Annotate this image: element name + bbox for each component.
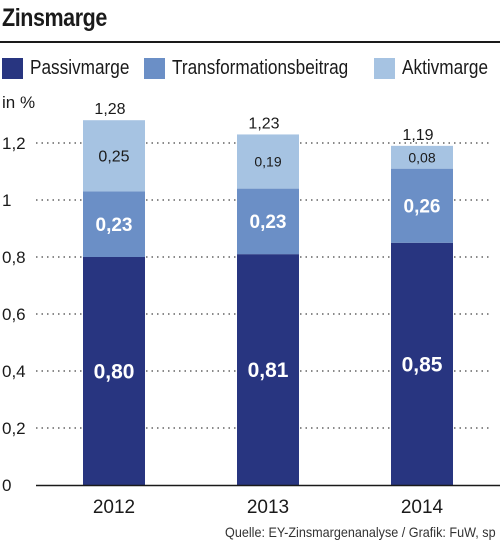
- bar-value-label: 0,25: [98, 149, 129, 166]
- bar-segment-passivmarge-2014: [391, 242, 453, 485]
- y-tick-label: 0,2: [2, 419, 26, 438]
- bar-total-label: 1,23: [248, 115, 279, 132]
- source-note: Quelle: EY-Zinsmargenanalyse / Grafik: F…: [225, 524, 496, 540]
- bar-segment-passivmarge-2013: [237, 254, 299, 485]
- bar-value-label: 0,23: [250, 212, 287, 233]
- x-tick-label: 2014: [401, 497, 444, 518]
- bar-value-label: 0,80: [94, 361, 135, 384]
- legend-item-aktivmarge: Aktivmarge: [374, 53, 500, 83]
- y-tick-label: 0,8: [2, 248, 26, 267]
- legend-item-passivmarge: Passivmarge: [2, 53, 146, 83]
- y-tick-label: 0: [2, 476, 11, 495]
- legend-swatch-transformationsbeitrag: [144, 57, 165, 79]
- bar-value-label: 0,08: [408, 149, 435, 165]
- legend-label-aktivmarge: Aktivmarge: [402, 56, 489, 79]
- legend-label-passivmarge: Passivmarge: [30, 56, 130, 79]
- legend-swatch-aktivmarge: [374, 57, 395, 79]
- legend-label-transformationsbeitrag: Transformationsbeitrag: [172, 56, 349, 79]
- x-tick-label: 2012: [93, 497, 135, 518]
- y-tick-label: 0,4: [2, 362, 26, 381]
- legend-item-transformationsbeitrag: Transformationsbeitrag: [144, 53, 377, 83]
- bar-value-label: 0,19: [254, 154, 281, 170]
- bar-segment-aktivmarge-2014: [391, 145, 453, 169]
- y-tick-label: 0,6: [2, 305, 26, 324]
- bar-segment-transformationsbeitrag-2014: [391, 168, 453, 243]
- bar-segment-transformationsbeitrag-2012: [83, 191, 145, 257]
- bar-total-label: 1,28: [94, 101, 125, 118]
- x-tick-label: 2013: [247, 497, 289, 518]
- bar-total-label: 1,19: [402, 127, 433, 144]
- y-axis-unit-label: in %: [2, 93, 35, 112]
- legend-swatch-passivmarge: [2, 57, 23, 79]
- bar-segment-aktivmarge-2013: [237, 134, 299, 189]
- bar-value-label: 0,26: [404, 197, 441, 218]
- title-divider: [0, 41, 500, 43]
- bar-value-label: 0,23: [96, 215, 133, 236]
- y-tick-label: 1,2: [2, 134, 26, 153]
- bar-value-label: 0,81: [248, 359, 289, 382]
- bar-segment-aktivmarge-2012: [83, 120, 145, 192]
- bar-value-label: 0,85: [402, 353, 443, 376]
- chart-title: Zinsmarge: [2, 4, 107, 32]
- bar-segment-transformationsbeitrag-2013: [237, 188, 299, 255]
- bar-segment-passivmarge-2012: [83, 257, 145, 485]
- chart-legend: Passivmarge Transformationsbeitrag Aktiv…: [0, 53, 500, 83]
- y-tick-label: 1: [2, 191, 11, 210]
